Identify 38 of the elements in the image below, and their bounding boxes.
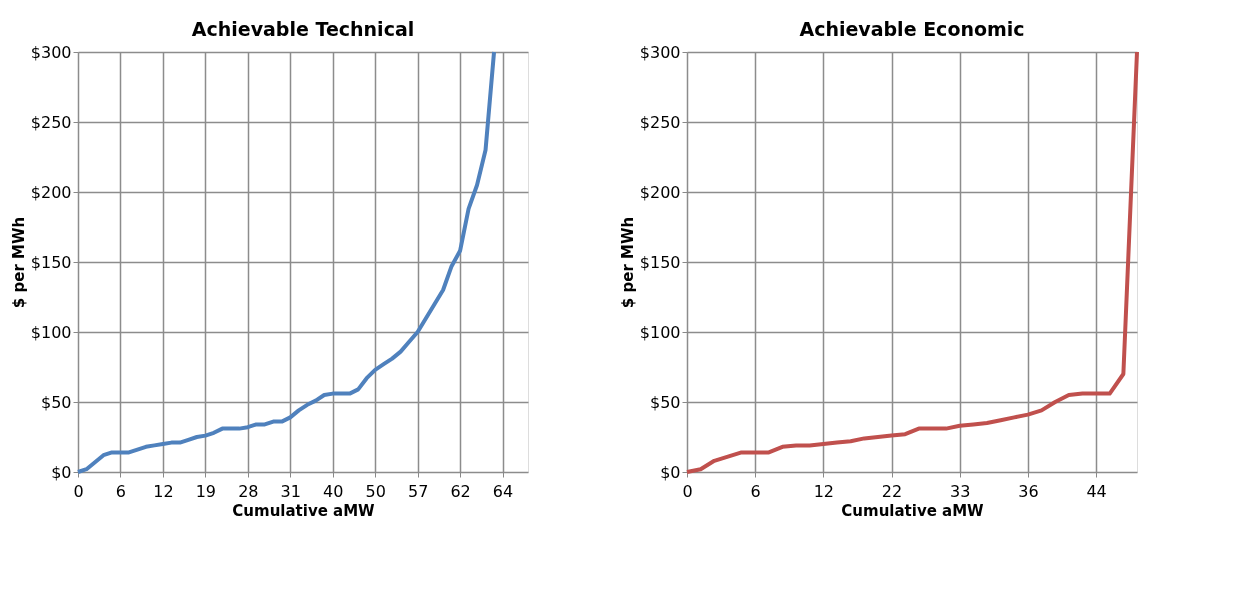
- x-tick-label: 36: [1018, 481, 1039, 501]
- y-tick-label: $250: [30, 112, 72, 132]
- y-tick-label: $0: [660, 462, 681, 482]
- y-tick-label: $100: [639, 322, 681, 342]
- x-tick-label: 44: [1086, 481, 1107, 501]
- x-tick-label: 28: [238, 481, 259, 501]
- x-tick-label: 57: [407, 481, 429, 501]
- x-tick-label: 6: [115, 481, 127, 501]
- x-tick-label: 12: [153, 481, 174, 501]
- x-tick-label: 62: [450, 481, 471, 501]
- x-tick-label: 0: [73, 481, 84, 501]
- y-tick-label: $50: [40, 392, 72, 412]
- y-tick-label: $0: [51, 462, 72, 482]
- x-tick-label: 12: [813, 481, 835, 501]
- x-tick-label: 22: [881, 481, 903, 501]
- y-tick-label: $250: [639, 112, 681, 132]
- x-tick-label: 33: [950, 481, 971, 501]
- x-tick-label: 31: [280, 481, 301, 501]
- y-tick-label: $300: [639, 42, 681, 62]
- y-tick-label: $200: [639, 182, 681, 202]
- chart-title: Achievable Economic: [799, 18, 1025, 40]
- x-tick-label: 0: [682, 481, 693, 501]
- x-tick-label: 64: [492, 481, 514, 501]
- y-tick-label: $200: [30, 182, 72, 202]
- x-tick-label: 19: [195, 481, 217, 501]
- chart-title: Achievable Technical: [191, 18, 415, 40]
- x-tick-label: 6: [750, 481, 761, 501]
- y-axis-title: $ per MWh: [9, 216, 28, 309]
- y-tick-label: $300: [30, 42, 72, 62]
- x-tick-label: 40: [323, 481, 344, 501]
- x-axis-title: Cumulative aMW: [841, 501, 985, 520]
- y-axis-title: $ per MWh: [618, 216, 637, 309]
- y-tick-label: $100: [30, 322, 72, 342]
- x-axis-title: Cumulative aMW: [232, 501, 376, 520]
- y-tick-label: $150: [30, 252, 72, 272]
- y-tick-label: $150: [639, 252, 681, 272]
- x-tick-label: 50: [365, 481, 386, 501]
- y-tick-label: $50: [649, 392, 681, 412]
